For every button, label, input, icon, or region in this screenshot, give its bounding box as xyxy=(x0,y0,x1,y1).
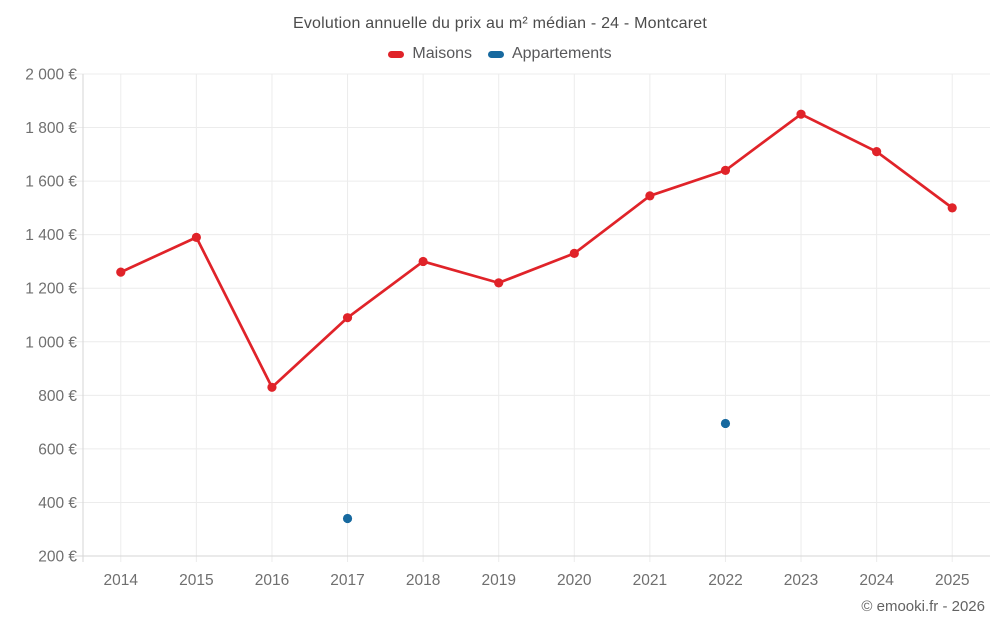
y-tick-label: 1 600 € xyxy=(25,174,77,191)
legend-label-maisons: Maisons xyxy=(412,45,472,62)
x-tick-label: 2018 xyxy=(406,572,440,589)
legend-item-maisons[interactable]: Maisons xyxy=(388,45,472,63)
x-tick-label: 2020 xyxy=(557,572,592,589)
y-tick-label: 200 € xyxy=(38,549,77,566)
data-point-maisons-2025[interactable] xyxy=(947,203,957,213)
chart-title: Evolution annuelle du prix au m² médian … xyxy=(292,15,708,32)
data-point-maisons-2021[interactable] xyxy=(645,191,655,201)
x-tick-label: 2025 xyxy=(935,572,969,589)
data-point-maisons-2023[interactable] xyxy=(796,109,806,119)
data-point-maisons-2020[interactable] xyxy=(569,248,579,259)
y-tick-label: 1 200 € xyxy=(25,281,77,298)
y-tick-label: 1 400 € xyxy=(25,227,77,244)
y-tick-label: 2 000 € xyxy=(25,67,77,84)
y-tick-label: 1 800 € xyxy=(25,120,77,137)
x-tick-label: 2024 xyxy=(859,572,894,589)
data-point-appartements-2017[interactable] xyxy=(342,513,353,524)
data-point-maisons-2018[interactable] xyxy=(418,256,428,267)
x-tick-label: 2022 xyxy=(708,572,742,589)
series-line-maisons xyxy=(119,112,954,389)
x-tick-label: 2023 xyxy=(784,572,818,589)
legend: Maisons Appartements xyxy=(0,45,1000,63)
y-tick-label: 800 € xyxy=(38,388,77,405)
y-tick-label: 400 € xyxy=(38,495,77,512)
legend-item-appartements[interactable]: Appartements xyxy=(487,45,612,63)
x-tick-label: 2021 xyxy=(633,572,667,589)
data-point-maisons-2022[interactable] xyxy=(720,165,731,175)
legend-swatch-maisons xyxy=(388,50,405,58)
y-tick-label: 600 € xyxy=(38,441,77,458)
data-point-appartements-2022[interactable] xyxy=(720,418,731,429)
legend-label-appartements: Appartements xyxy=(511,45,612,62)
data-point-maisons-2017[interactable] xyxy=(342,313,353,323)
x-tick-label: 2019 xyxy=(481,572,515,589)
footer-credit: © emooki.fr - 2026 xyxy=(861,598,985,615)
data-point-maisons-2014[interactable] xyxy=(116,267,126,277)
x-tick-label: 2015 xyxy=(179,572,213,589)
data-point-maisons-2015[interactable] xyxy=(191,232,201,242)
x-tick-label: 2014 xyxy=(104,572,139,589)
data-point-maisons-2024[interactable] xyxy=(872,147,882,157)
data-point-maisons-2019[interactable] xyxy=(494,278,504,288)
y-tick-label: 1 000 € xyxy=(25,334,77,351)
x-tick-label: 2017 xyxy=(330,572,364,589)
legend-swatch-appartements xyxy=(487,50,504,58)
data-point-maisons-2016[interactable] xyxy=(267,382,277,392)
x-tick-label: 2016 xyxy=(255,572,289,589)
